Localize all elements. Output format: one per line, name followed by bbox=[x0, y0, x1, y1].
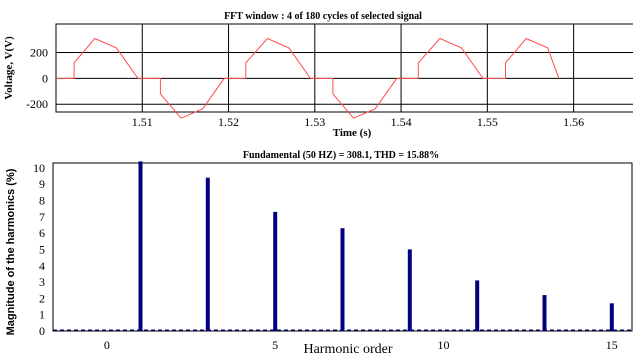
top-x-tick-label-0: 1.51 bbox=[132, 115, 153, 129]
bottom-y-tick-label-2: 2 bbox=[39, 291, 45, 305]
bottom-y-tick-label-9: 9 bbox=[39, 177, 45, 191]
bottom-y-tick-label-4: 4 bbox=[39, 259, 45, 273]
harmonic-bar-7 bbox=[341, 228, 345, 331]
harmonic-bar-9 bbox=[408, 249, 412, 331]
bottom-x-tick-label-0: 0 bbox=[104, 338, 110, 352]
top-y-tick-label-2: -200 bbox=[26, 97, 48, 111]
top-y-tick-label-0: 200 bbox=[30, 45, 48, 59]
bottom-bars bbox=[139, 161, 614, 331]
bottom-y-tick-label-7: 7 bbox=[39, 210, 45, 224]
top-x-tick-label-1: 1.52 bbox=[218, 115, 239, 129]
top-y-tick-label-1: 0 bbox=[42, 71, 48, 85]
harmonic-bar-5 bbox=[273, 212, 277, 331]
bottom-y-tick-label-1: 1 bbox=[39, 308, 45, 322]
harmonic-bar-3 bbox=[206, 178, 210, 331]
bottom-y-tick-labels: 0 1 2 3 4 5 6 7 8 9 10 bbox=[33, 161, 45, 338]
bottom-x-tick-label-2: 10 bbox=[437, 338, 449, 352]
top-x-axis-label: Time (s) bbox=[333, 127, 372, 139]
bottom-y-tick-label-10: 10 bbox=[33, 161, 45, 175]
harmonic-bar-13 bbox=[543, 295, 547, 331]
bottom-x-tick-label-1: 5 bbox=[272, 338, 278, 352]
top-chart-title: FFT window : 4 of 180 cycles of selected… bbox=[224, 11, 422, 22]
top-x-tick-label-4: 1.55 bbox=[477, 115, 498, 129]
harmonic-bar-11 bbox=[475, 280, 479, 331]
bottom-y-tick-label-5: 5 bbox=[39, 242, 45, 256]
bottom-y-tick-label-0: 0 bbox=[39, 324, 45, 338]
bottom-y-tick-label-6: 6 bbox=[39, 226, 45, 240]
top-y-axis-label: Voltage, V(V) bbox=[3, 36, 15, 100]
top-x-tick-label-2: 1.53 bbox=[304, 115, 325, 129]
bottom-y-tick-label-8: 8 bbox=[39, 194, 45, 208]
bottom-x-axis-label: Harmonic order bbox=[303, 342, 392, 356]
top-grid bbox=[56, 24, 633, 112]
bottom-y-axis-label: Magnitude of the harmonics (%) bbox=[5, 168, 17, 335]
top-x-tick-label-3: 1.54 bbox=[391, 115, 412, 129]
harmonic-bar-15 bbox=[610, 303, 614, 331]
bottom-x-tick-label-3: 15 bbox=[606, 338, 618, 352]
bottom-y-tick-label-3: 3 bbox=[39, 275, 45, 289]
harmonic-bar-1 bbox=[139, 161, 143, 331]
bottom-chart-title: Fundamental (50 HZ) = 308.1, THD = 15.88… bbox=[243, 150, 439, 161]
top-x-tick-label-5: 1.56 bbox=[563, 115, 584, 129]
top-y-tick-labels: 200 0 -200 bbox=[26, 45, 48, 111]
